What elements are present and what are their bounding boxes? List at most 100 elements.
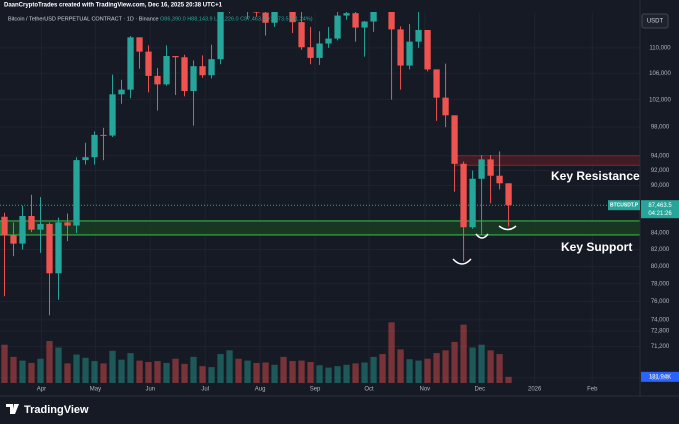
volume-bar — [91, 361, 98, 383]
volume-bar — [244, 360, 251, 383]
volume-bar — [487, 350, 494, 383]
y-tick-label: 68,000 — [651, 376, 670, 382]
candle-body — [496, 175, 503, 184]
symbol: Bitcoin / TetherUSD PERPETUAL CONTRACT ·… — [8, 16, 159, 22]
volume-tag: 131.94K — [649, 374, 671, 380]
volume-bar — [46, 341, 53, 383]
candle-body — [208, 59, 215, 76]
candle-body — [325, 38, 332, 44]
annotation: Key Support — [561, 240, 632, 254]
candle-body — [478, 159, 485, 179]
candle-body — [469, 178, 476, 228]
y-tick-label: 84,000 — [651, 230, 670, 236]
candle-body — [73, 160, 80, 226]
volume — [1, 322, 512, 383]
volume-tag-box — [641, 371, 679, 382]
candle-body — [19, 215, 26, 244]
candle-body — [415, 29, 422, 42]
x-tick-label: 2026 — [528, 387, 542, 393]
volume-bar — [496, 354, 503, 383]
candle-body — [172, 56, 179, 58]
volume-bar — [28, 362, 35, 383]
volume-bar — [190, 356, 197, 383]
candle-body — [199, 66, 206, 76]
volume-bar — [307, 362, 314, 383]
zones — [0, 155, 640, 236]
candle-body — [127, 37, 134, 90]
x-tick-label: May — [90, 387, 101, 393]
volume-bar — [253, 362, 260, 383]
y-tick-label: 72,800 — [651, 329, 670, 335]
overlay: BTCUSDT.P 87,463.5 04:21:26 131.94K — [608, 200, 679, 382]
candle-body — [397, 29, 404, 66]
volume-bar — [118, 359, 125, 383]
annotation: Key Resistance — [551, 169, 640, 183]
volume-bar — [73, 354, 80, 383]
volume-bar — [145, 362, 152, 383]
volume-bar — [433, 353, 440, 383]
candle-body — [343, 13, 350, 16]
candle-body — [145, 51, 152, 76]
symbol-tag: BTCUSDT.P — [610, 203, 639, 209]
candle-body — [262, 12, 269, 23]
candle-body — [442, 97, 449, 116]
volume-bar — [217, 354, 224, 383]
volume-bar — [82, 357, 89, 383]
candle-body — [64, 222, 71, 226]
candle-body — [163, 56, 170, 85]
candle-body — [406, 41, 413, 66]
candle-body — [190, 66, 197, 91]
candle-body — [109, 94, 116, 136]
candle-body — [37, 223, 44, 230]
y-tick-label: 94,000 — [651, 153, 670, 159]
volume-bar — [343, 364, 350, 383]
candle-body — [307, 47, 314, 58]
volume-bar — [289, 361, 296, 383]
volume-bar — [136, 360, 143, 383]
candle-body — [388, 12, 395, 30]
y-tick-label: 106,000 — [649, 71, 671, 77]
y-tick-label: 92,000 — [651, 168, 670, 174]
volume-bar — [127, 353, 134, 383]
y-tick-label: 78,000 — [651, 281, 670, 287]
candle-body — [100, 134, 107, 136]
volume-bar — [442, 350, 449, 383]
ohlc: O86,390.0 H88,143.9 L85,226.0 C87,463.5 … — [160, 16, 313, 22]
y-tick-label: 102,000 — [649, 97, 671, 103]
volume-bar — [469, 347, 476, 383]
candle-body — [370, 12, 377, 22]
volume-bar — [271, 364, 278, 383]
candle-body — [82, 157, 89, 161]
countdown: 04:21:26 — [648, 211, 672, 217]
candle-body — [271, 12, 278, 23]
candle-body — [253, 12, 260, 13]
logo-icon — [6, 404, 19, 414]
candle-body — [55, 222, 62, 274]
candle-body — [1, 216, 8, 236]
x-tick-label: Jun — [145, 387, 155, 393]
price-tag-box — [641, 200, 679, 219]
volume-bar — [478, 344, 485, 383]
candle-body — [289, 12, 296, 23]
volume-bar — [424, 358, 431, 383]
low-arc — [475, 233, 489, 239]
currency-box[interactable] — [641, 13, 669, 29]
x-tick-label: Feb — [587, 387, 598, 393]
y-tick-label: 80,000 — [651, 264, 670, 270]
candle-body — [154, 75, 161, 85]
x-tick-label: Dec — [474, 387, 485, 393]
candles — [0, 12, 640, 316]
volume-bar — [100, 363, 107, 383]
volume-bar — [316, 365, 323, 383]
x-tick-label: Oct — [364, 387, 374, 393]
candle-body — [28, 215, 35, 230]
volume-bar — [172, 358, 179, 383]
volume-bar — [199, 366, 206, 383]
candle-body — [10, 235, 17, 244]
volume-bar — [451, 341, 458, 383]
volume-bar — [55, 347, 62, 383]
volume-bar — [226, 350, 233, 383]
y-tick-label: 74,000 — [651, 317, 670, 323]
